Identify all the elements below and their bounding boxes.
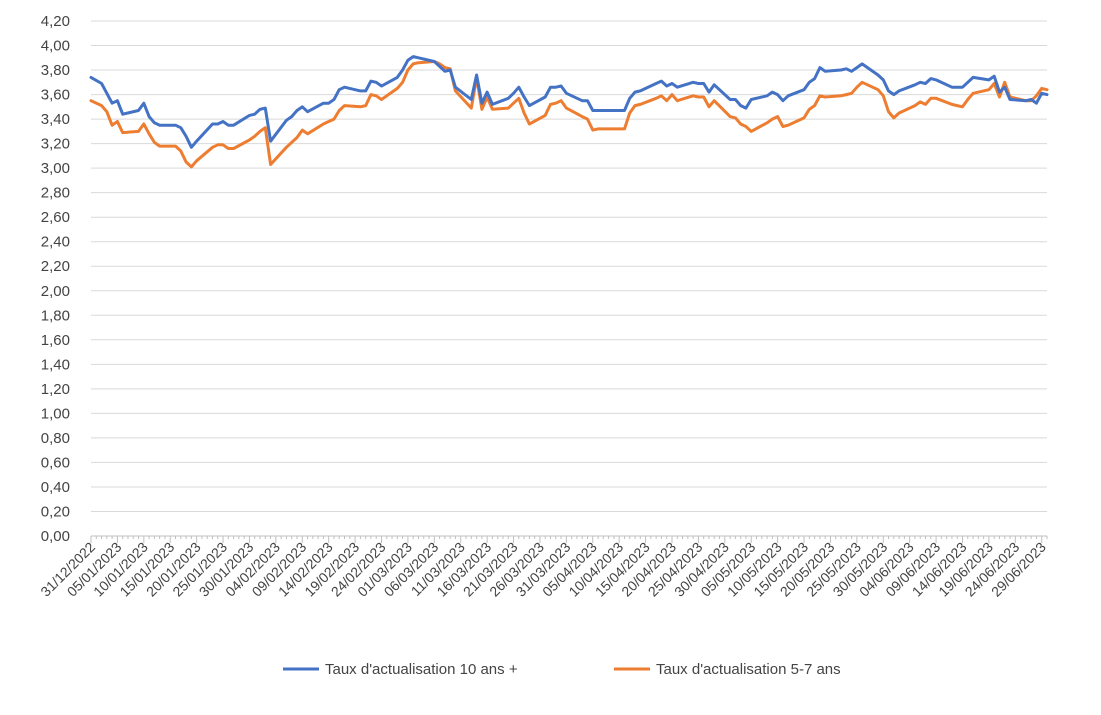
y-tick-label: 1,80 <box>41 307 70 324</box>
y-tick-label: 1,00 <box>41 405 70 422</box>
y-tick-label: 0,60 <box>41 454 70 471</box>
series-line <box>89 55 1049 149</box>
x-axis: 31/12/202205/01/202310/01/202315/01/2023… <box>37 535 1049 600</box>
y-tick-label: 3,00 <box>41 160 70 177</box>
gridlines <box>91 20 1047 537</box>
series-lines <box>89 55 1049 169</box>
y-tick-label: 0,80 <box>41 430 70 447</box>
y-axis: 0,00 0,20 0,40 0,60 0,80 1,00 1,20 1,40 1,60 1,80… <box>41 13 70 545</box>
y-tick-label: 2,00 <box>41 283 70 300</box>
y-tick-label: 1,40 <box>41 356 70 373</box>
y-tick-label: 0,00 <box>41 528 70 545</box>
legend: Taux d'actualisation 10 ans + Taux d'actu… <box>283 661 841 678</box>
y-tick-label: 3,20 <box>41 136 70 153</box>
y-tick-label: 1,20 <box>41 381 70 398</box>
y-tick-label: 2,80 <box>41 185 70 202</box>
legend-label: Taux d'actualisation 5-7 ans <box>656 661 841 678</box>
y-tick-label: 2,40 <box>41 234 70 251</box>
legend-label: Taux d'actualisation 10 ans + <box>325 661 518 678</box>
y-tick-label: 4,20 <box>41 13 70 30</box>
y-tick-label: 4,00 <box>41 38 70 55</box>
y-tick-label: 3,40 <box>41 111 70 128</box>
series-line <box>89 60 1049 169</box>
y-tick-label: 0,20 <box>41 503 70 520</box>
y-tick-label: 2,60 <box>41 209 70 226</box>
y-tick-label: 0,40 <box>41 479 70 496</box>
y-tick-label: 2,20 <box>41 258 70 275</box>
y-tick-label: 3,60 <box>41 87 70 104</box>
y-tick-label: 1,60 <box>41 332 70 349</box>
y-tick-label: 3,80 <box>41 62 70 79</box>
